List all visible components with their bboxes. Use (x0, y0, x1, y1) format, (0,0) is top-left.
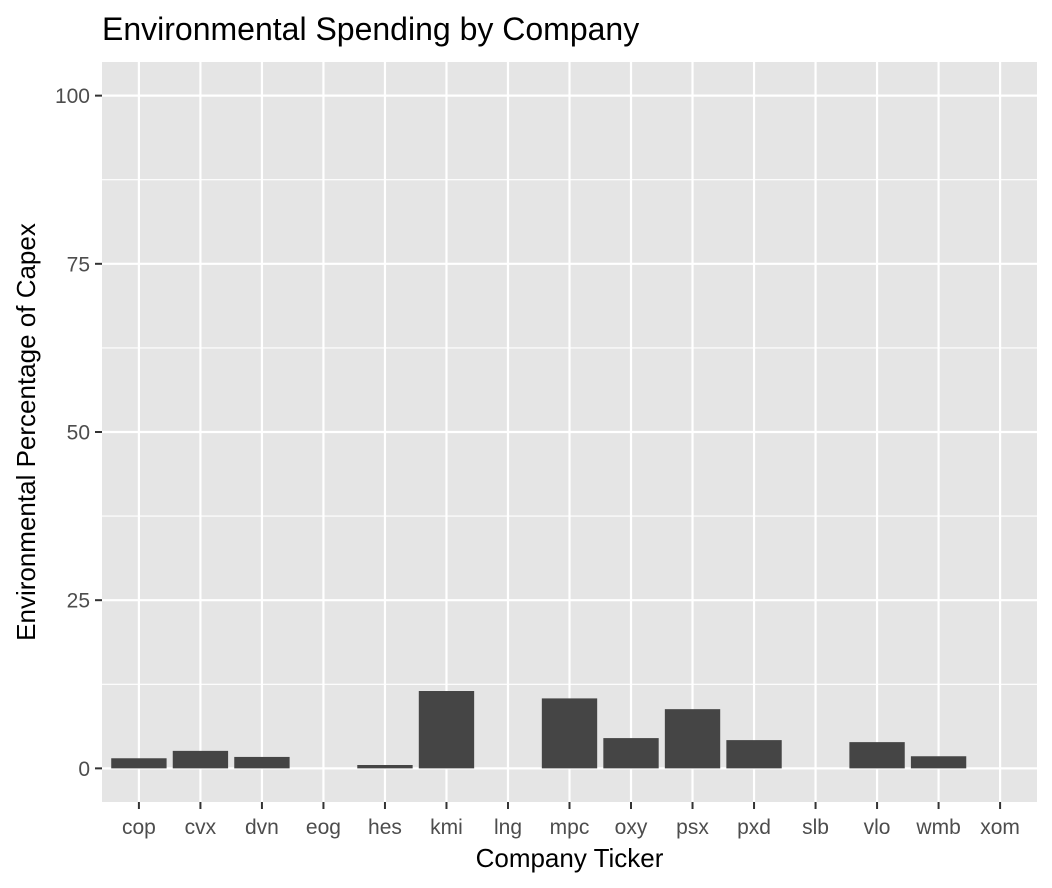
bar-cop (111, 758, 167, 769)
y-tick-label: 50 (67, 422, 90, 445)
x-axis-title: Company Ticker (476, 843, 664, 873)
grid-lines (102, 62, 1037, 802)
bar-wmb (910, 756, 967, 769)
y-tick-label: 0 (78, 758, 90, 781)
y-tick-label: 75 (67, 253, 90, 276)
bar-hes (357, 765, 413, 769)
bar-oxy (603, 738, 659, 769)
bar-cvx (172, 750, 229, 769)
chart-title: Environmental Spending by Company (102, 11, 639, 47)
x-tick-label: vlo (864, 816, 891, 839)
bar-vlo (849, 742, 905, 769)
x-tick-label: hes (368, 816, 402, 839)
bar-psx (664, 709, 721, 769)
x-tick-label: kmi (430, 816, 463, 839)
x-tick-label: wmb (915, 816, 960, 839)
x-tick-label: cop (122, 816, 156, 839)
x-tick-label: pxd (737, 816, 771, 839)
y-tick-label: 25 (67, 590, 90, 613)
x-tick-label: lng (494, 816, 522, 839)
x-tick-label: xom (980, 816, 1020, 839)
y-axis: 0 25 50 75 100 (55, 85, 102, 781)
y-axis-title: Environmental Percentage of Capex (11, 223, 41, 641)
x-axis: cop cvx dvn eog hes kmi lng mpc oxy psx pxd slb vlo w… (122, 802, 1020, 839)
x-tick-label: cvx (185, 816, 217, 839)
bar-mpc (541, 698, 598, 769)
x-tick-label: dvn (245, 816, 279, 839)
x-tick-label: eog (306, 816, 341, 839)
x-tick-label: oxy (615, 816, 648, 839)
x-tick-label: mpc (550, 816, 590, 839)
x-tick-label: slb (802, 816, 829, 839)
y-tick-label: 100 (55, 85, 90, 108)
bar-pxd (726, 740, 782, 769)
x-tick-label: psx (676, 816, 709, 839)
bar-kmi (418, 691, 475, 769)
bars (111, 691, 967, 769)
bar-dvn (234, 756, 290, 769)
